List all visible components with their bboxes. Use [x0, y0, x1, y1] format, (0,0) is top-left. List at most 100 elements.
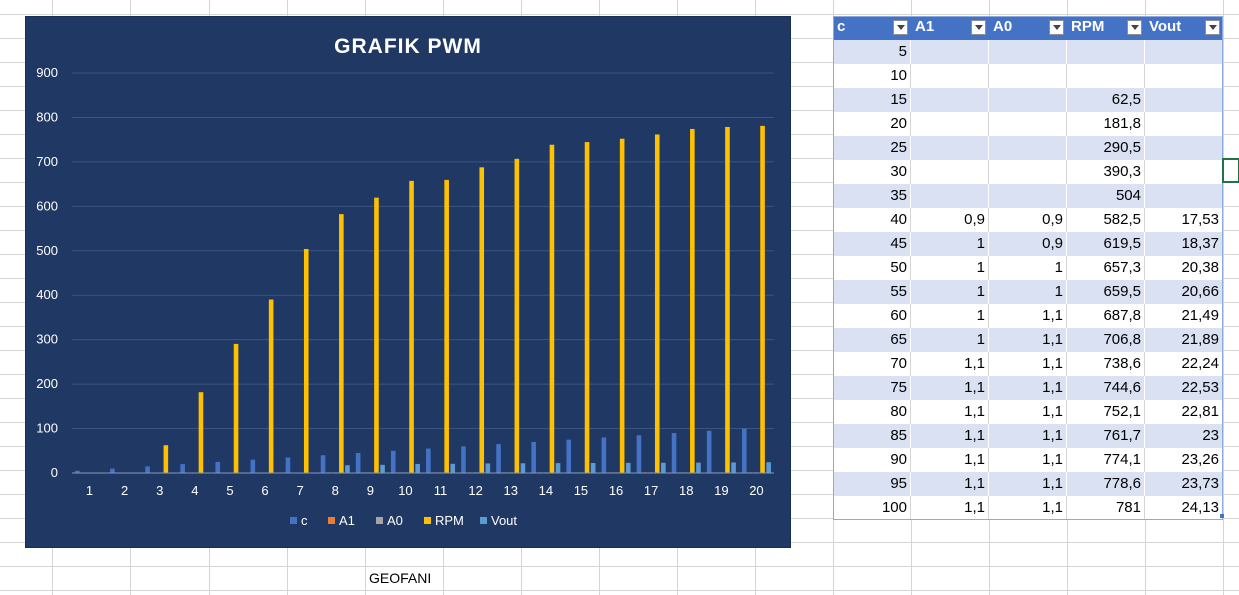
header-vout[interactable]: Vout: [1149, 18, 1182, 35]
table-cell-a1[interactable]: 1: [976, 235, 985, 252]
selected-cell[interactable]: [1222, 158, 1239, 183]
table-cell-vout[interactable]: 22,53: [1181, 379, 1219, 396]
table-cell-rpm[interactable]: 290,5: [1103, 139, 1141, 156]
table-cell-a1[interactable]: [911, 136, 989, 160]
table-cell-c[interactable]: 35: [890, 187, 907, 204]
table-cell-a1[interactable]: 1,1: [964, 451, 985, 468]
header-a1[interactable]: A1: [915, 18, 935, 35]
header-rpm[interactable]: RPM: [1071, 18, 1105, 35]
table-cell-vout[interactable]: [1145, 64, 1223, 88]
table-cell-a0[interactable]: 1,1: [1042, 403, 1063, 420]
table-cell-vout[interactable]: [1145, 40, 1223, 64]
filter-dropdown-icon[interactable]: [1205, 20, 1220, 35]
table-cell-vout[interactable]: [1145, 112, 1223, 136]
table-cell-c[interactable]: 20: [890, 115, 907, 132]
table-cell-rpm[interactable]: 761,7: [1103, 427, 1141, 444]
table-cell-a0[interactable]: [989, 160, 1067, 184]
table-cell-c[interactable]: 55: [890, 283, 907, 300]
table-cell-c[interactable]: 40: [890, 211, 907, 228]
table-cell-c[interactable]: 80: [890, 403, 907, 420]
table-cell-a1[interactable]: 1: [976, 259, 985, 276]
chart-object[interactable]: GRAFIK PWM 0 100 200 300 400 500 600 700 800 900 1 2…: [25, 16, 791, 548]
table-cell-a0[interactable]: [989, 184, 1067, 208]
table-cell-rpm[interactable]: 582,5: [1103, 211, 1141, 228]
table-cell-rpm[interactable]: 752,1: [1103, 403, 1141, 420]
table-cell-rpm[interactable]: 62,5: [1111, 91, 1141, 108]
table-cell-a1[interactable]: [911, 112, 989, 136]
table-cell-a0[interactable]: [989, 88, 1067, 112]
table-cell-rpm[interactable]: 774,1: [1103, 451, 1141, 468]
table-resize-handle[interactable]: [1220, 514, 1224, 518]
table-cell-c[interactable]: 70: [890, 355, 907, 372]
table-cell-a0[interactable]: 1,1: [1042, 427, 1063, 444]
table-cell-rpm[interactable]: 781: [1115, 499, 1141, 516]
filter-dropdown-icon[interactable]: [1049, 20, 1064, 35]
table-cell-vout[interactable]: 20,66: [1181, 283, 1219, 300]
table-cell-vout[interactable]: [1145, 184, 1223, 208]
table-cell-rpm[interactable]: 744,6: [1103, 379, 1141, 396]
cell-label[interactable]: GEOFANI: [369, 570, 432, 586]
table-cell-a1[interactable]: [911, 64, 989, 88]
table-cell-c[interactable]: 25: [890, 139, 907, 156]
table-cell-a0[interactable]: [989, 136, 1067, 160]
table-cell-a1[interactable]: 1,1: [964, 427, 985, 444]
table-cell-a1[interactable]: 1: [976, 307, 985, 324]
table-cell-c[interactable]: 85: [890, 427, 907, 444]
table-cell-a0[interactable]: 0,9: [1042, 235, 1063, 252]
table-cell-a1[interactable]: [911, 184, 989, 208]
table-cell-a0[interactable]: 1: [1054, 259, 1063, 276]
table-cell-a0[interactable]: 1,1: [1042, 379, 1063, 396]
table-cell-a1[interactable]: 1: [976, 331, 985, 348]
table-cell-a1[interactable]: [911, 88, 989, 112]
table-cell-vout[interactable]: 23,73: [1181, 475, 1219, 492]
table-cell-a0[interactable]: [989, 64, 1067, 88]
filter-dropdown-icon[interactable]: [893, 20, 908, 35]
table-cell-c[interactable]: 60: [890, 307, 907, 324]
table-cell-rpm[interactable]: 738,6: [1103, 355, 1141, 372]
table-cell-a0[interactable]: 1,1: [1042, 331, 1063, 348]
table-cell-c[interactable]: 15: [890, 91, 907, 108]
table-cell-vout[interactable]: [1145, 136, 1223, 160]
table-cell-c[interactable]: 75: [890, 379, 907, 396]
table-cell-rpm[interactable]: 659,5: [1103, 283, 1141, 300]
header-c[interactable]: c: [837, 18, 846, 35]
table-cell-a1[interactable]: [911, 40, 989, 64]
table-cell-c[interactable]: 95: [890, 475, 907, 492]
table-cell-a0[interactable]: 1,1: [1042, 451, 1063, 468]
table-cell-a1[interactable]: 1,1: [964, 499, 985, 516]
table-cell-vout[interactable]: 17,53: [1181, 211, 1219, 228]
table-cell-vout[interactable]: 20,38: [1181, 259, 1219, 276]
table-cell-rpm[interactable]: 504: [1115, 187, 1141, 204]
table-cell-a0[interactable]: 1,1: [1042, 355, 1063, 372]
table-cell-c[interactable]: 45: [890, 235, 907, 252]
table-cell-rpm[interactable]: 619,5: [1103, 235, 1141, 252]
table-cell-a1[interactable]: 1,1: [964, 403, 985, 420]
table-cell-vout[interactable]: 21,49: [1181, 307, 1219, 324]
table-cell-c[interactable]: 65: [890, 331, 907, 348]
table-cell-vout[interactable]: 23,26: [1181, 451, 1219, 468]
table-cell-vout[interactable]: 22,24: [1181, 355, 1219, 372]
header-a0[interactable]: A0: [993, 18, 1013, 35]
table-cell-a1[interactable]: [911, 160, 989, 184]
table-cell-a1[interactable]: 1: [976, 283, 985, 300]
table-cell-a0[interactable]: [989, 40, 1067, 64]
table-cell-rpm[interactable]: 687,8: [1103, 307, 1141, 324]
table-cell-c[interactable]: 50: [890, 259, 907, 276]
table-cell-c[interactable]: 100: [881, 499, 907, 516]
table-cell-a1[interactable]: 1,1: [964, 475, 985, 492]
filter-dropdown-icon[interactable]: [1127, 20, 1142, 35]
table-cell-a0[interactable]: 1,1: [1042, 307, 1063, 324]
table-cell-vout[interactable]: 24,13: [1181, 499, 1219, 516]
table-cell-vout[interactable]: 21,89: [1181, 331, 1219, 348]
table-cell-c[interactable]: 90: [890, 451, 907, 468]
table-cell-vout[interactable]: 22,81: [1181, 403, 1219, 420]
table-cell-a0[interactable]: 1,1: [1042, 499, 1063, 516]
table-cell-vout[interactable]: 23: [1202, 427, 1219, 444]
table-cell-a0[interactable]: [989, 112, 1067, 136]
table-cell-rpm[interactable]: 657,3: [1103, 259, 1141, 276]
table-cell-vout[interactable]: [1145, 88, 1223, 112]
table-cell-a1[interactable]: 0,9: [964, 211, 985, 228]
filter-dropdown-icon[interactable]: [971, 20, 986, 35]
table-cell-a0[interactable]: 1,1: [1042, 475, 1063, 492]
table-cell-rpm[interactable]: [1067, 64, 1145, 88]
